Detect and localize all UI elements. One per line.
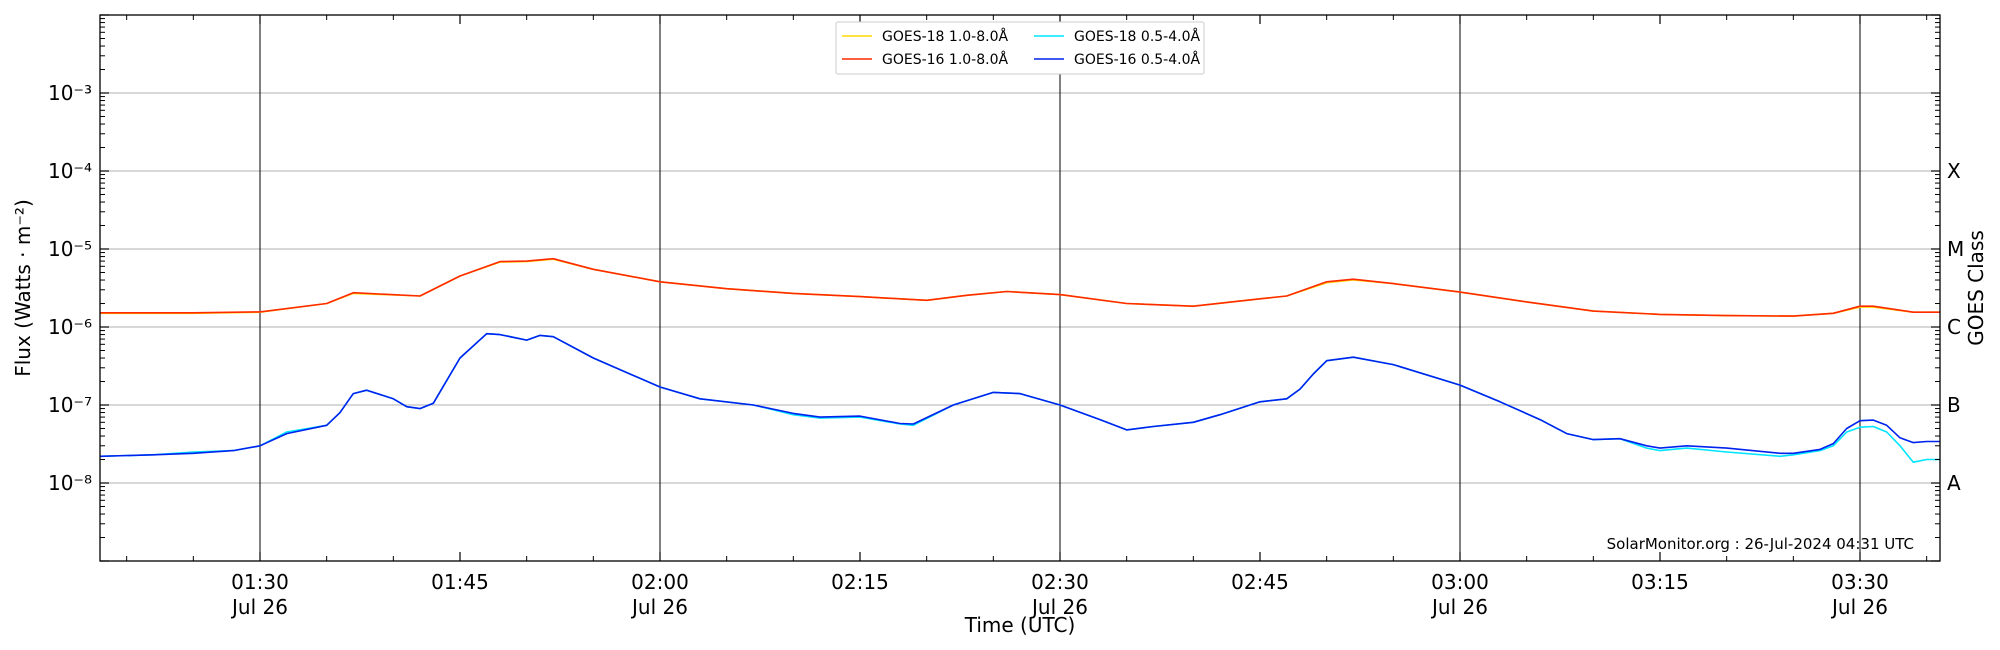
day-marker-lines <box>259 15 1861 561</box>
series-layer <box>99 257 1940 463</box>
goes-class-label-x: X <box>1947 159 1961 183</box>
goes-class-label-a: A <box>1947 471 1961 495</box>
y-tick-label: 10⁻⁷ <box>48 393 92 417</box>
x-tick-label: 03:00 <box>1431 570 1489 594</box>
x-tick-label: 02:30 <box>1031 570 1089 594</box>
x-tick-label: 02:00 <box>631 570 689 594</box>
series-line-3 <box>99 332 1940 458</box>
x-tick-date-label: Jul 26 <box>230 595 288 619</box>
legend-label-goes18-short: GOES-18 0.5-4.0Å <box>1074 28 1200 45</box>
y-tick-label: 10⁻³ <box>48 81 92 105</box>
y-axis-title: Flux (Watts · m⁻²) <box>11 199 35 377</box>
y-tick-label: 10⁻⁵ <box>48 237 92 261</box>
x-tick-date-label: Jul 26 <box>630 595 688 619</box>
y-tick-label: 10⁻⁶ <box>48 315 92 339</box>
goes-class-label-c: C <box>1947 315 1961 339</box>
x-tick-label: 02:15 <box>831 570 889 594</box>
credit-annotation: SolarMonitor.org : 26-Jul-2024 04:31 UTC <box>1607 535 1914 553</box>
legend: GOES-18 1.0-8.0Å GOES-16 1.0-8.0Å GOES-1… <box>835 21 1205 75</box>
y-tick-label: 10⁻⁴ <box>48 159 92 183</box>
legend-label-goes16-long: GOES-16 1.0-8.0Å <box>882 51 1008 68</box>
x-tick-date-label: Jul 26 <box>1030 595 1088 619</box>
legend-label-goes18-long: GOES-18 1.0-8.0Å <box>882 28 1008 45</box>
goes-class-label-m: M <box>1947 237 1964 261</box>
legend-label-goes16-short: GOES-16 0.5-4.0Å <box>1074 51 1200 68</box>
legend-box <box>835 21 1205 75</box>
x-tick-label: 03:15 <box>1631 570 1689 594</box>
y-tick-label: 10⁻⁸ <box>48 471 92 495</box>
series-line-2 <box>99 332 1940 463</box>
grid-layer <box>100 92 1940 484</box>
x-tick-date-label: Jul 26 <box>1430 595 1488 619</box>
x-tick-label: 01:45 <box>431 570 489 594</box>
x-tick-label: 03:30 <box>1831 570 1889 594</box>
x-tick-label: 01:30 <box>231 570 289 594</box>
y-axis-right-title: GOES Class <box>1964 230 1988 346</box>
series-line-1 <box>100 257 1940 317</box>
plot-frame <box>99 14 1941 562</box>
series-line-0 <box>100 258 1940 317</box>
x-tick-date-label: Jul 26 <box>1830 595 1888 619</box>
goes-class-label-b: B <box>1947 393 1961 417</box>
x-axis-title: Time (UTC) <box>964 613 1076 637</box>
x-tick-label: 02:45 <box>1231 570 1289 594</box>
